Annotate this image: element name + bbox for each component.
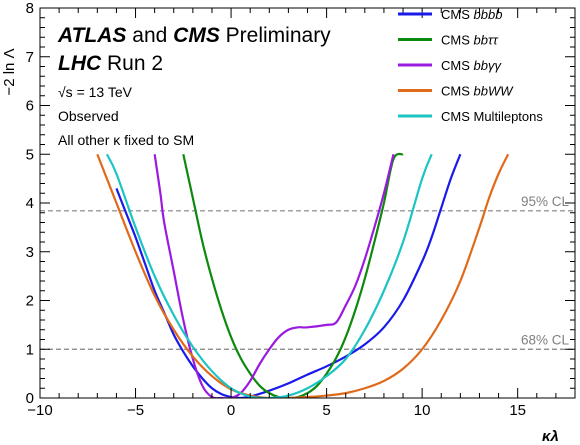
series-line-3 [96,153,510,398]
curves [96,152,510,398]
x-tick-label: −5 [127,402,144,419]
x-tick-label: −10 [27,402,52,419]
legend-label-3: CMS bbWW [441,84,514,99]
fixed-label: All other κ fixed to SM [58,132,194,148]
x-tick-label: 5 [322,402,330,419]
legend-label-1: CMS bbττ [441,33,499,48]
y-tick-label: 6 [26,98,34,115]
x-axis-title: κλ [542,428,559,445]
y-tick-label: 8 [26,0,34,17]
energy-label: √s = 13 TeV [58,84,133,100]
legend-label-4: CMS Multileptons [441,109,543,124]
legend: CMS bbbb CMS bbττ CMS bbγγ CMS bbWW CMS Mult… [398,7,543,124]
y-tick-label: 2 [26,293,34,310]
reference-lines: 95% CL 68% CL [40,194,575,350]
legend-label-2: CMS bbγγ [441,58,502,73]
y-tick-label: 1 [26,341,34,358]
y-axis-title: −2 ln Λ [1,48,18,95]
atlas-label: ATLAS [57,24,126,47]
series-line-1 [182,152,404,398]
y-tick-label: 5 [26,146,34,163]
y-tick-label: 4 [26,195,34,212]
x-tick-label: 0 [227,402,235,419]
y-axis-ticks: 0 1 2 3 4 5 6 7 8 [26,0,575,407]
cms-label: CMS [173,24,220,47]
observed-label: Observed [58,108,119,124]
cl-label-1: 68% CL [521,332,570,347]
run-label: Run 2 [101,52,163,75]
series-line-2 [153,153,395,398]
x-tick-label: 10 [414,402,431,419]
annotation-block: ATLAS and CMS Preliminary LHC Run 2 √s =… [57,24,331,148]
x-axis-ticks: −10 −5 0 5 10 15 [27,8,576,419]
and-label: and [126,24,173,47]
svg-text:ATLAS and CMS Preliminary: ATLAS and CMS Preliminary [57,24,331,47]
preliminary-label: Preliminary [220,24,331,47]
y-tick-label: 0 [26,390,34,407]
series-line-4 [105,153,433,398]
cl-label-0: 95% CL [521,194,570,209]
svg-text:LHC Run 2: LHC Run 2 [58,52,163,75]
y-tick-label: 7 [26,49,34,66]
x-tick-label: 15 [509,402,526,419]
series-line-0 [115,153,462,398]
lhc-label: LHC [58,52,102,75]
legend-label-0: CMS bbbb [441,7,502,22]
y-tick-label: 3 [26,244,34,261]
